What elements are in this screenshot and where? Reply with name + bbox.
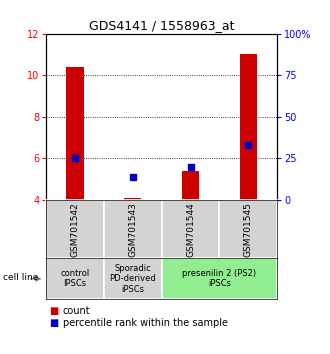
Bar xyxy=(162,258,277,299)
Text: control
IPSCs: control IPSCs xyxy=(60,269,90,289)
Bar xyxy=(46,200,104,258)
Text: ■: ■ xyxy=(50,306,59,316)
Bar xyxy=(66,67,84,200)
Text: presenilin 2 (PS2)
iPSCs: presenilin 2 (PS2) iPSCs xyxy=(182,269,256,289)
Text: GSM701544: GSM701544 xyxy=(186,202,195,257)
Bar xyxy=(182,171,199,200)
Text: percentile rank within the sample: percentile rank within the sample xyxy=(63,318,228,328)
Text: GSM701545: GSM701545 xyxy=(244,202,253,257)
Text: count: count xyxy=(63,306,90,316)
Text: Sporadic
PD-derived
iPSCs: Sporadic PD-derived iPSCs xyxy=(110,264,156,294)
Bar xyxy=(104,200,162,258)
Bar xyxy=(104,258,162,299)
Text: GSM701543: GSM701543 xyxy=(128,202,137,257)
Bar xyxy=(162,200,219,258)
Bar xyxy=(124,198,142,200)
Bar xyxy=(46,258,104,299)
Bar xyxy=(219,200,277,258)
Text: ■: ■ xyxy=(50,318,59,328)
Bar xyxy=(240,55,257,200)
Title: GDS4141 / 1558963_at: GDS4141 / 1558963_at xyxy=(89,19,234,33)
Text: cell line: cell line xyxy=(3,273,39,281)
Text: GSM701542: GSM701542 xyxy=(71,202,80,257)
